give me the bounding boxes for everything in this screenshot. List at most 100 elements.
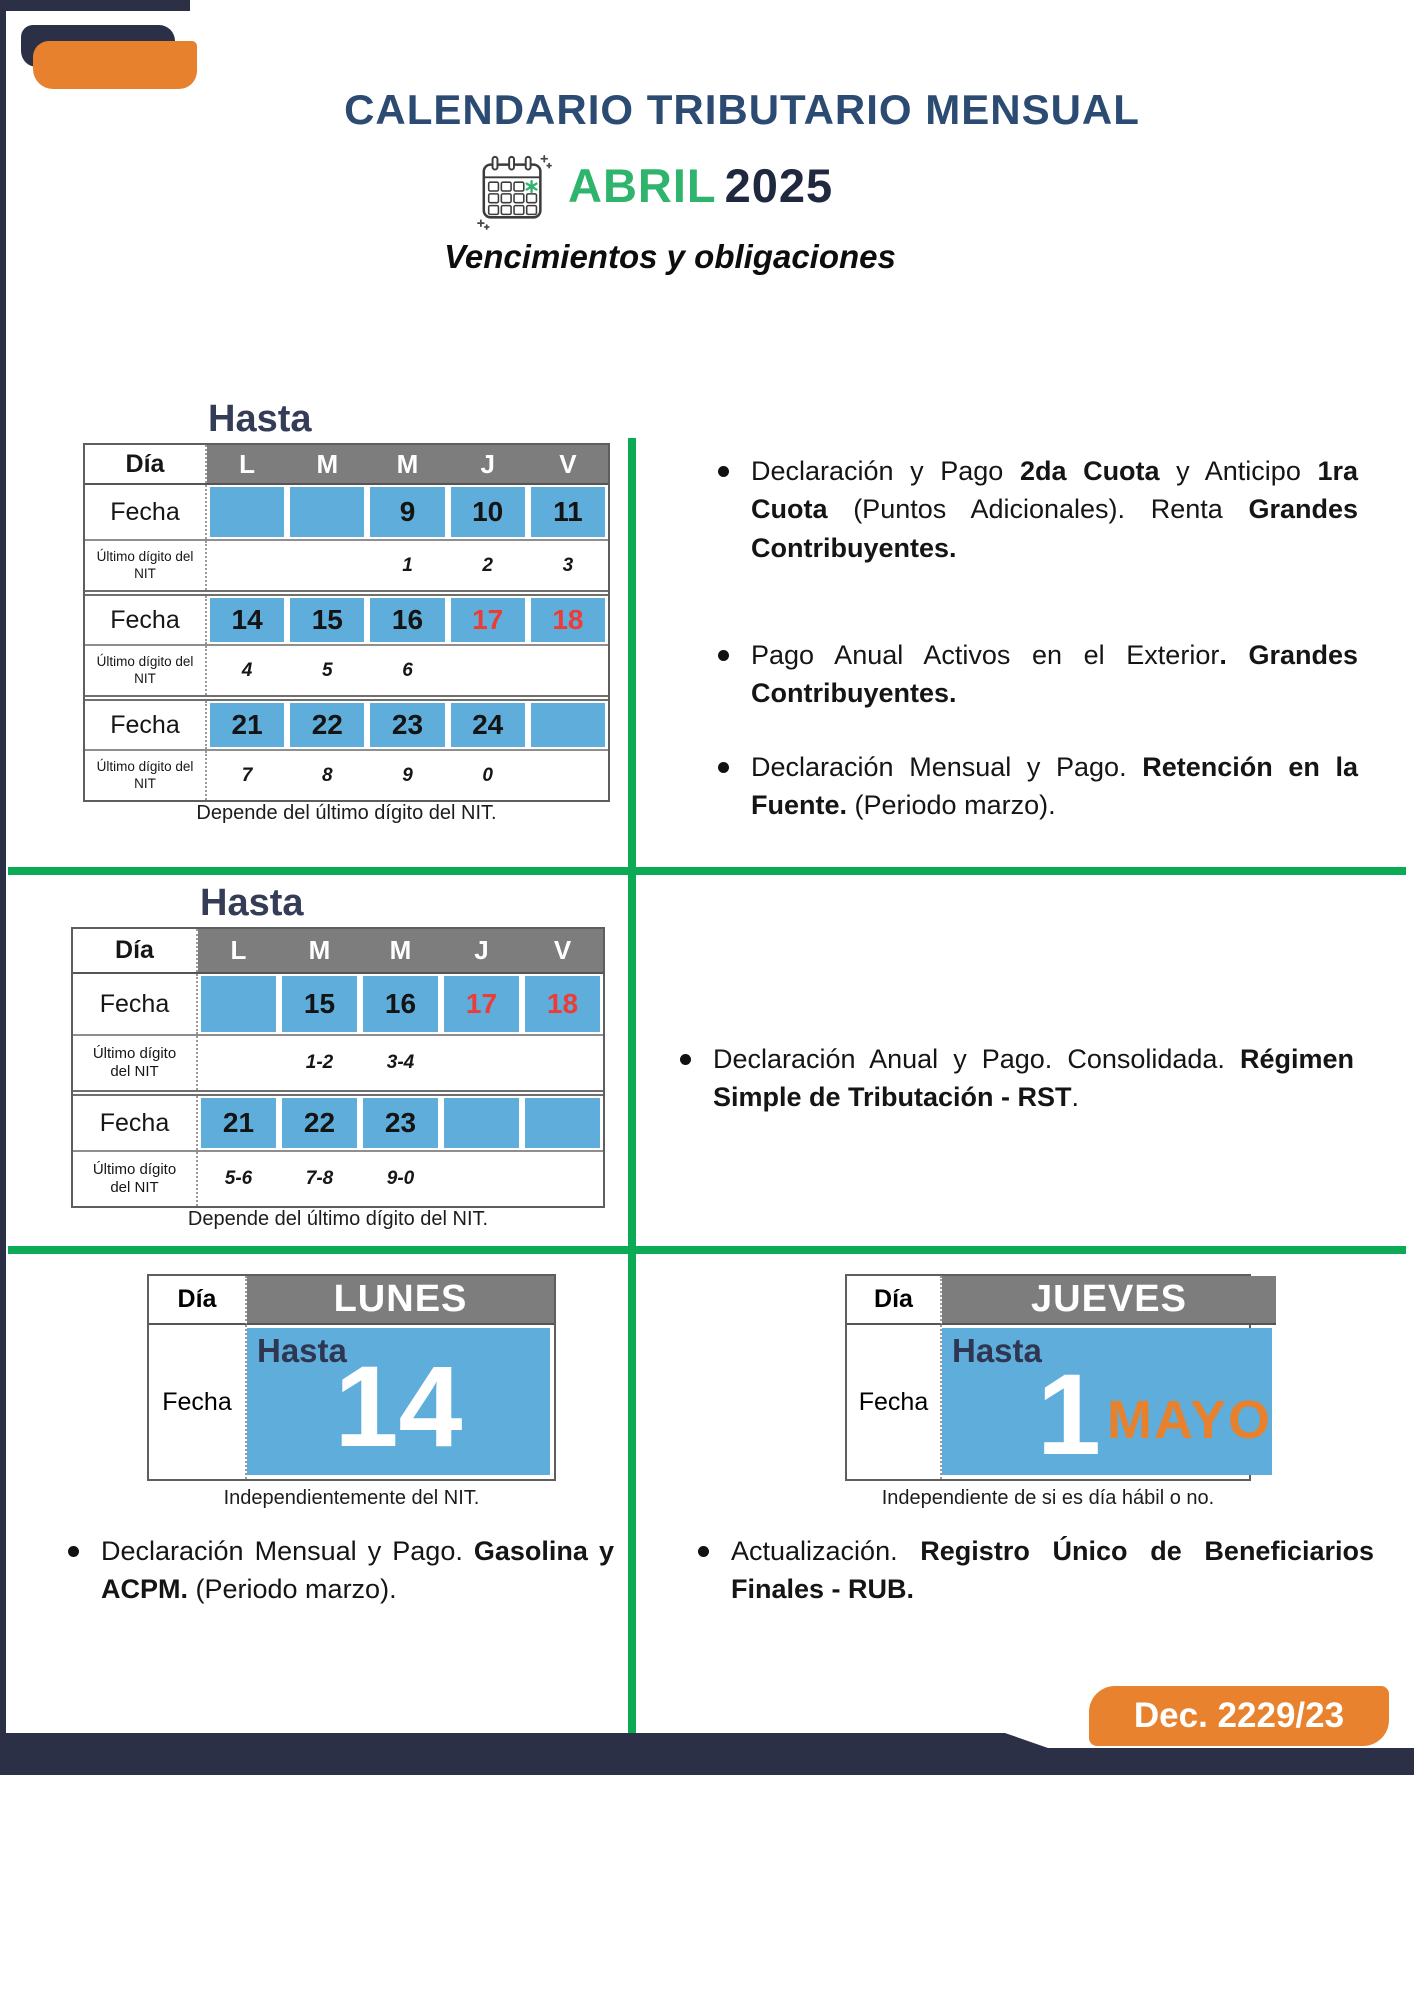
date-cell: [441, 1096, 522, 1150]
date-cell: 16: [360, 974, 441, 1034]
date-cell: 9: [367, 485, 447, 539]
day-header-cell: J: [447, 445, 528, 483]
nit-row-label: Último dígito del NIT: [73, 1036, 198, 1090]
table2-caption: Depende del último dígito del NIT.: [187, 1208, 489, 1230]
fecha-row: Fecha 14 15 16 17 18: [85, 590, 608, 644]
nit-row-label: Último dígito del NIT: [85, 646, 207, 695]
day-header-cell: L: [198, 929, 279, 972]
nit-cell: [528, 751, 608, 800]
bullet-dot: [680, 1054, 691, 1065]
date-cell: 22: [287, 701, 367, 749]
bullet-dot: [718, 762, 729, 773]
nit-cell: 0: [482, 764, 493, 786]
table-header-row: Día L M M J V: [73, 929, 603, 974]
nit-row: Último dígito del NIT 7 8 9 0: [85, 749, 608, 800]
nit-cell: 3: [562, 554, 574, 576]
day-header-cell: L: [207, 445, 288, 483]
obligation-item: Declaración y Pago 2da Cuota y Anticipo …: [712, 452, 1358, 567]
date-cell: 15: [279, 974, 360, 1034]
obligation-item: Declaración Mensual y Pago. Retención en…: [712, 748, 1358, 825]
hasta-heading-2: Hasta: [200, 882, 304, 924]
nit-cell: 7-8: [305, 1168, 334, 1189]
nit-cell: [448, 646, 528, 695]
nit-cell: 2: [482, 554, 493, 576]
subtitle: Vencimientos y obligaciones: [444, 238, 896, 275]
date-cell: Hasta 14: [247, 1328, 550, 1475]
date-cell: [287, 485, 367, 539]
month-year: 2025: [724, 159, 834, 212]
nit-cell: [287, 541, 367, 590]
date-cell: [528, 701, 608, 749]
nit-cell: 6: [402, 659, 413, 681]
nit-row-label: Último dígito del NIT: [73, 1152, 198, 1206]
day-header-cell: M: [287, 445, 368, 483]
big-date: 1: [1037, 1350, 1101, 1479]
fecha-row: Fecha 9 10 11: [85, 485, 608, 539]
fecha-row-label: Fecha: [85, 485, 207, 539]
nit-cell: 8: [322, 764, 333, 786]
decree-badge: Dec. 2229/23: [1089, 1686, 1389, 1746]
dia-header: Día: [847, 1276, 942, 1325]
nit-cell: 9: [402, 764, 413, 786]
card-left-caption: Independientemente del NIT.: [223, 1487, 480, 1509]
date-cell: 21: [198, 1096, 279, 1150]
nit-row: Último dígito del NIT 5-6 7-8 9-0: [73, 1150, 603, 1206]
nit-cell: [441, 1152, 522, 1206]
date-cell: 24: [448, 701, 528, 749]
fecha-row-label: Fecha: [73, 974, 198, 1034]
date-cell: 14: [207, 596, 287, 644]
divider-horizontal-1: [8, 867, 1406, 875]
day-header-cell: V: [522, 929, 603, 972]
date-cell: 11: [528, 485, 608, 539]
day-name-header: JUEVES: [942, 1276, 1277, 1325]
nit-cell: [441, 1036, 522, 1090]
obligation-item: Pago Anual Activos en el Exterior. Grand…: [712, 636, 1358, 713]
hasta-label: Hasta: [257, 1332, 347, 1369]
card-right-caption: Independiente de si es día hábil o no.: [881, 1487, 1215, 1509]
date-cell-holiday: 18: [528, 596, 608, 644]
nit-calendar-table-1: Día L M M J V Fecha 9 10 11 Último dígit…: [83, 443, 610, 802]
page-title: CALENDARIO TRIBUTARIO MENSUAL: [344, 86, 1140, 133]
date-cell: 16: [367, 596, 447, 644]
date-cell: 22: [279, 1096, 360, 1150]
date-cell: [522, 1096, 603, 1150]
date-cell: 15: [287, 596, 367, 644]
fecha-row-label: Fecha: [73, 1096, 198, 1150]
divider-vertical: [628, 438, 636, 1733]
single-day-card-jueves: Día JUEVES Fecha Hasta 1 MAYO: [845, 1274, 1277, 1481]
fecha-row-label: Fecha: [149, 1325, 247, 1479]
date-cell: 10: [448, 485, 528, 539]
dia-header: Día: [73, 929, 198, 972]
date-cell: 23: [367, 701, 447, 749]
date-cell: [198, 974, 279, 1034]
bullet-dot: [718, 650, 729, 661]
nit-row: Último dígito del NIT 4 5 6: [85, 644, 608, 695]
fecha-row-label: Fecha: [85, 596, 207, 644]
single-day-card-lunes: Día LUNES Fecha Hasta 14: [147, 1274, 556, 1481]
nit-cell: 1-2: [305, 1052, 334, 1073]
day-header-cell: V: [527, 445, 608, 483]
divider-horizontal-2: [8, 1246, 1406, 1254]
nit-cell: [207, 541, 287, 590]
dia-header: Día: [149, 1276, 247, 1325]
nit-cell: 9-0: [386, 1168, 415, 1189]
big-date: 14: [334, 1342, 463, 1471]
bullet-dot: [718, 466, 729, 477]
day-name-header: LUNES: [247, 1276, 554, 1325]
hasta-heading-1: Hasta: [208, 398, 312, 440]
day-header-cell: J: [441, 929, 522, 972]
nit-calendar-table-2: Día L M M J V Fecha 15 16 17 18 Último d…: [71, 927, 605, 1208]
nit-cell: 3-4: [386, 1052, 415, 1073]
left-edge-strip: [0, 0, 6, 1733]
nit-cell: [522, 1152, 603, 1206]
nit-cell: 7: [241, 764, 253, 786]
nit-row: Último dígito del NIT 1-2 3-4: [73, 1034, 603, 1090]
nit-row-label: Último dígito del NIT: [85, 541, 207, 590]
nit-cell: 1: [402, 554, 413, 576]
obligation-item: Actualización. Registro Único de Benefic…: [692, 1532, 1374, 1609]
fecha-row: Fecha 21 22 23 24: [85, 695, 608, 749]
date-cell-holiday: 18: [522, 974, 603, 1034]
nit-row-label: Último dígito del NIT: [85, 751, 207, 800]
big-date-month: MAYO: [1106, 1390, 1273, 1450]
bullet-dot: [698, 1546, 709, 1557]
